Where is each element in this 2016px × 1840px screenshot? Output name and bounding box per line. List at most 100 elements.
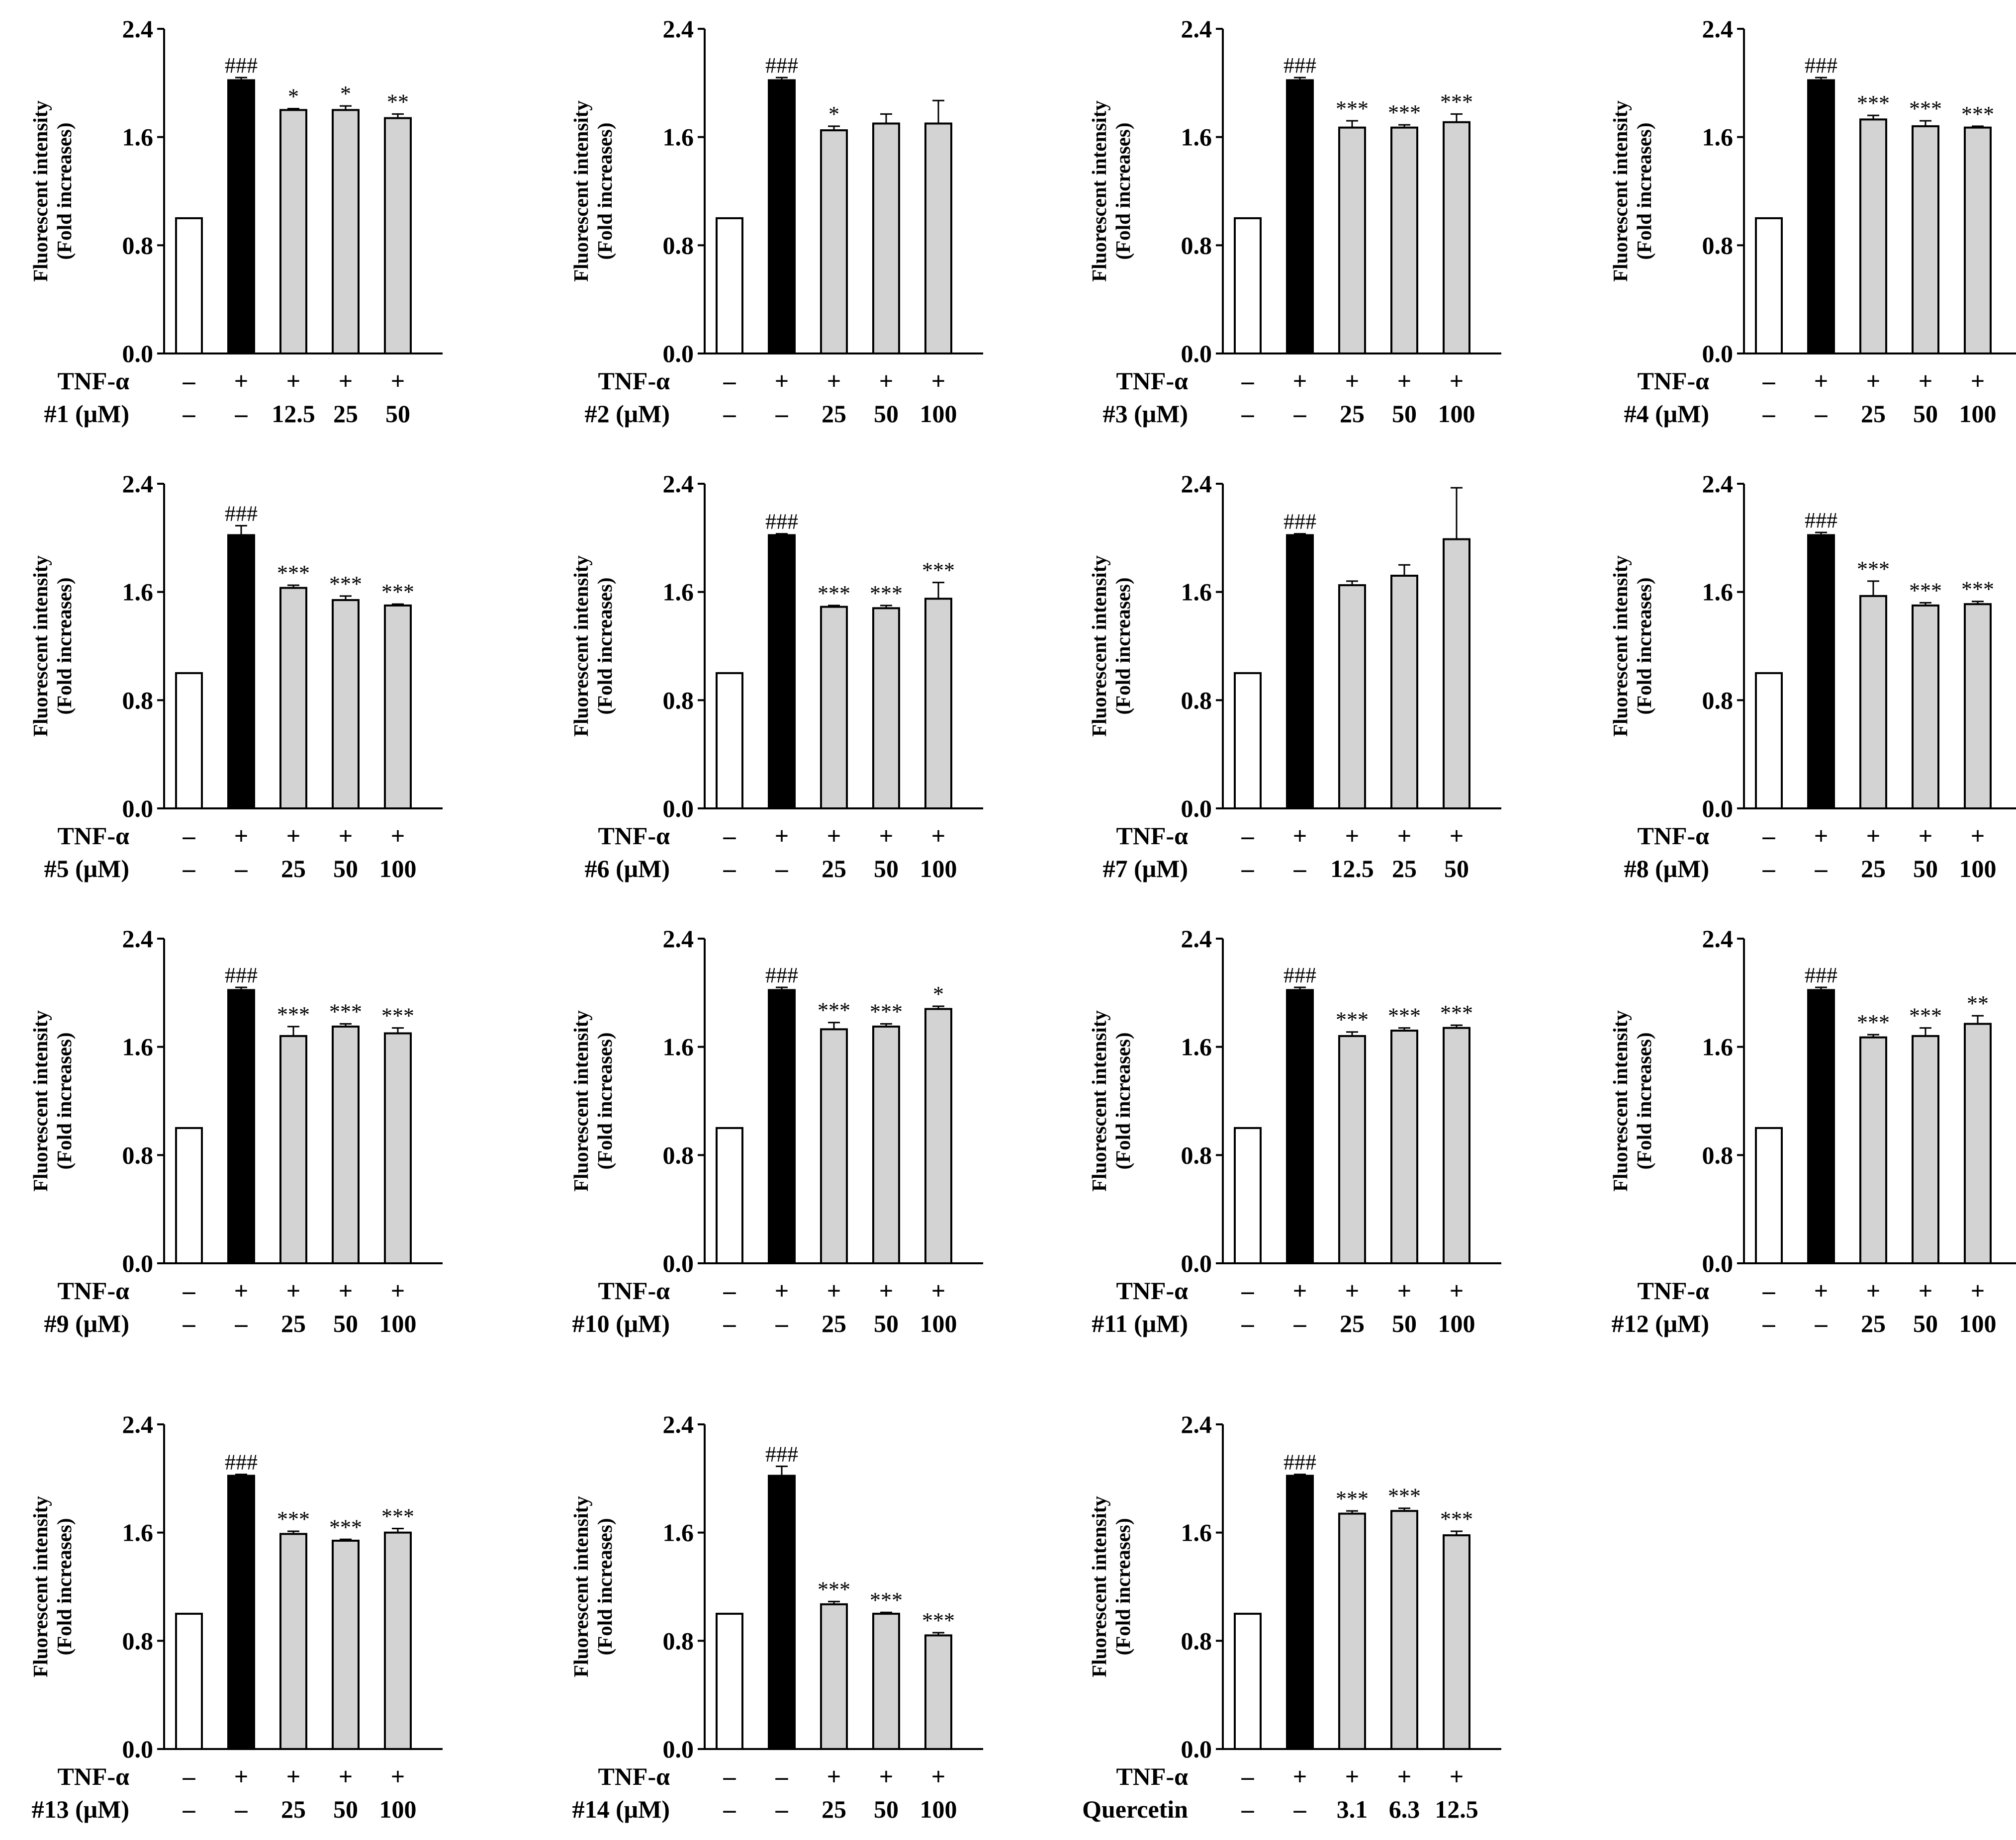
condition-dose: – [1762, 855, 1776, 882]
condition-dose: 25 [1340, 1310, 1365, 1337]
bar [1755, 217, 1783, 354]
y-axis-subtitle: (Fold increases) [1633, 123, 1655, 260]
y-tick-label: 2.4 [1181, 470, 1212, 498]
row-label-tnf: TNF-α [57, 1277, 129, 1305]
significance-label: *** [818, 998, 850, 1023]
condition-dose: – [723, 855, 736, 882]
bar [716, 1127, 743, 1265]
y-axis-title: Fluorescent intensity [29, 100, 52, 282]
row-label-compound: #13 (μM) [32, 1795, 129, 1823]
condition-tnf: – [183, 1277, 196, 1305]
bar [1338, 1512, 1366, 1750]
y-tick-label: 2.4 [122, 1410, 154, 1438]
condition-tnf: + [339, 1277, 353, 1305]
condition-tnf: – [1241, 1277, 1255, 1305]
bar [1755, 672, 1783, 809]
condition-tnf: + [1397, 367, 1412, 395]
condition-dose: – [1815, 1310, 1828, 1337]
bar [716, 1612, 743, 1751]
condition-dose: 100 [379, 1795, 417, 1823]
condition-dose: 25 [1861, 400, 1886, 428]
condition-tnf: – [1762, 822, 1776, 850]
condition-dose: – [1241, 1795, 1255, 1823]
condition-tnf: + [1345, 822, 1360, 850]
significance-label: * [340, 82, 351, 106]
condition-dose: 100 [379, 855, 417, 882]
bar [1234, 217, 1262, 354]
bar [872, 122, 900, 354]
condition-dose: 100 [1959, 400, 1997, 428]
chart-panel-8: Fluorescent intensity (Fold increases) 0.0… [1609, 470, 2016, 882]
condition-dose: 25 [822, 855, 846, 882]
row-label-compound: #9 (μM) [44, 1310, 129, 1337]
bar [820, 606, 848, 809]
significance-label: *** [1440, 1001, 1473, 1025]
significance-label: ### [225, 501, 258, 526]
condition-tnf: + [1293, 822, 1307, 850]
row-label-tnf: TNF-α [1637, 822, 1709, 850]
condition-dose: 50 [874, 400, 899, 428]
y-axis-title: Fluorescent intensity [569, 555, 592, 737]
chart-panel-12: Fluorescent intensity (Fold increases) 0.0… [1609, 925, 2016, 1337]
row-label-compound: #1 (μM) [44, 400, 129, 428]
condition-dose: 100 [920, 400, 957, 428]
bar [227, 534, 255, 810]
bar [1964, 603, 1992, 809]
condition-tnf: – [723, 367, 736, 395]
significance-label: ### [1805, 508, 1837, 532]
y-axis-title: Fluorescent intensity [1609, 555, 1632, 737]
condition-tnf: + [1450, 1762, 1464, 1790]
significance-label: *** [1336, 96, 1369, 121]
y-tick-label: 2.4 [1181, 925, 1212, 953]
significance-label: *** [1909, 96, 1942, 121]
y-tick-label: 0.0 [663, 1249, 694, 1277]
significance-label: ### [1805, 963, 1837, 987]
y-axis-subtitle: (Fold increases) [1633, 1033, 1655, 1170]
significance-label: *** [1388, 1004, 1421, 1028]
y-tick-label: 1.6 [1702, 578, 1734, 606]
y-tick-label: 0.8 [1702, 231, 1734, 259]
row-label-compound: #11 (μM) [1092, 1310, 1188, 1337]
row-label-tnf: TNF-α [598, 1277, 670, 1305]
condition-tnf: + [827, 1762, 841, 1790]
bar [1807, 534, 1835, 810]
condition-tnf: + [286, 1762, 301, 1790]
significance-label: *** [329, 999, 362, 1024]
condition-tnf: + [1293, 1762, 1307, 1790]
y-tick-label: 0.8 [1702, 686, 1734, 714]
condition-tnf: + [234, 367, 249, 395]
y-tick-label: 1.6 [122, 1033, 154, 1061]
row-label-compound: #8 (μM) [1624, 855, 1709, 882]
condition-dose: 25 [822, 400, 846, 428]
significance-label: ### [1283, 1450, 1316, 1475]
condition-dose: 25 [1861, 1310, 1886, 1337]
condition-tnf: + [879, 367, 894, 395]
y-tick-label: 0.0 [1181, 1249, 1212, 1277]
y-axis-subtitle: (Fold increases) [53, 123, 76, 260]
chart-panel-9: Fluorescent intensity (Fold increases) 0.0… [29, 925, 443, 1337]
bar [924, 1008, 952, 1264]
condition-tnf: – [1241, 822, 1255, 850]
condition-tnf: + [1293, 1277, 1307, 1305]
condition-tnf: – [723, 822, 736, 850]
bar [227, 1475, 255, 1750]
significance-label: ### [1283, 53, 1316, 78]
y-tick-label: 0.8 [663, 231, 694, 259]
condition-tnf: + [1971, 822, 1985, 850]
condition-tnf: + [339, 367, 353, 395]
bar [872, 607, 900, 809]
row-label-compound: Quercetin [1082, 1795, 1188, 1823]
significance-label: * [288, 85, 299, 109]
y-tick-label: 1.6 [663, 1033, 694, 1061]
significance-label: *** [1440, 89, 1473, 114]
condition-dose: – [1762, 1310, 1776, 1337]
condition-tnf: + [1397, 822, 1412, 850]
significance-label: * [828, 102, 839, 126]
bar [1390, 126, 1418, 354]
bar [1964, 1023, 1992, 1265]
chart-panel-3: Fluorescent intensity (Fold increases) 0.0… [1088, 15, 1501, 428]
y-tick-label: 0.8 [1181, 1141, 1212, 1169]
chart-panel-1: Fluorescent intensity (Fold increases) 0.0… [29, 15, 443, 428]
y-tick-label: 2.4 [1702, 470, 1734, 498]
row-label-tnf: TNF-α [1116, 1277, 1188, 1305]
